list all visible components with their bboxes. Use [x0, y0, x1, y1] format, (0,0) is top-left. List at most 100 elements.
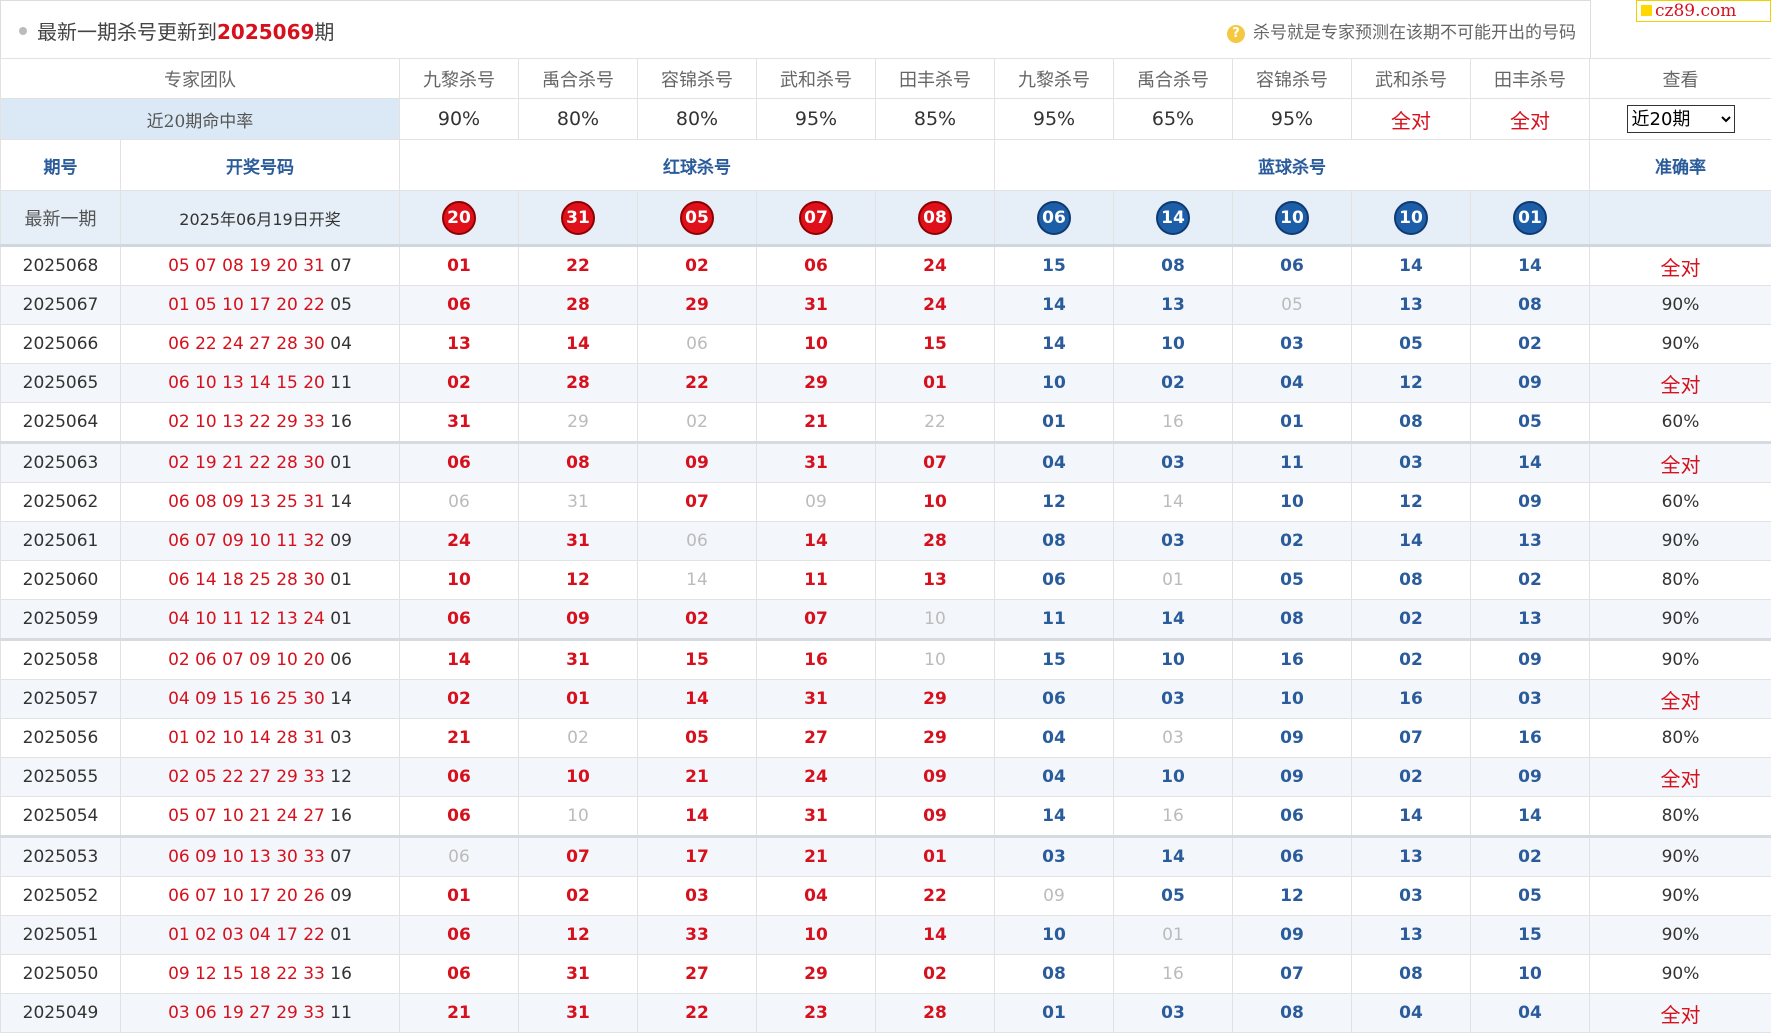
draw-blue-number: 07 — [330, 847, 352, 867]
red-kill-number: 09 — [518, 599, 638, 640]
red-kill-number: 31 — [756, 679, 876, 719]
blue-kill-number: 03 — [1113, 718, 1233, 758]
red-kill-number: 21 — [399, 718, 519, 758]
expert-header: 武和杀号 — [756, 58, 876, 99]
red-kill-number: 06 — [399, 915, 519, 955]
draw-numbers: 02 06 07 09 10 20 06 — [120, 638, 400, 680]
red-kill-number: 16 — [756, 638, 876, 680]
latest-blue-kill: 14 — [1113, 190, 1233, 247]
blue-kill-number: 08 — [1351, 402, 1471, 443]
blue-kill-number: 16 — [1113, 954, 1233, 994]
draw-numbers: 04 09 15 16 25 30 14 — [120, 679, 400, 719]
draw-blue-number: 07 — [330, 256, 352, 276]
red-kill-number: 27 — [756, 718, 876, 758]
blue-kill-number: 03 — [1113, 521, 1233, 561]
blue-kill-number: 02 — [1351, 757, 1471, 797]
latest-red-kill: 31 — [518, 190, 638, 247]
draw-numbers: 01 05 10 17 20 22 05 — [120, 285, 400, 325]
red-kill-number: 10 — [756, 324, 876, 364]
table-row: 2025056 01 02 10 14 28 31 03 21 02 05 27 29 04 0… — [0, 718, 1771, 758]
red-kill-number: 31 — [518, 638, 638, 680]
accuracy-value: 全对 — [1589, 363, 1771, 403]
blue-kill-number: 15 — [994, 245, 1114, 286]
blue-kill-number: 14 — [1113, 482, 1233, 522]
blue-kill-number: 10 — [994, 915, 1114, 955]
blue-kill-number: 09 — [994, 876, 1114, 916]
table-row: 2025060 06 14 18 25 28 30 01 10 12 14 11 13 06 0… — [0, 560, 1771, 600]
site-logo[interactable]: cz89.com — [1636, 0, 1771, 22]
red-kill-number: 22 — [637, 363, 757, 403]
blue-kill-number: 03 — [1113, 993, 1233, 1033]
blue-kill-number: 09 — [1232, 718, 1352, 758]
issue-number: 2025051 — [0, 915, 121, 955]
blue-kill-number: 10 — [1113, 757, 1233, 797]
draw-blue-number: 16 — [330, 806, 352, 826]
accuracy-value: 90% — [1589, 285, 1771, 325]
draw-numbers: 03 06 19 27 29 33 11 — [120, 993, 400, 1033]
issue-number: 2025065 — [0, 363, 121, 403]
blue-kill-number: 10 — [1232, 679, 1352, 719]
draw-blue-number: 01 — [330, 453, 352, 473]
blue-ball: 14 — [1156, 200, 1190, 235]
latest-blue-kill: 10 — [1351, 190, 1471, 247]
draw-blue-number: 16 — [330, 412, 352, 432]
draw-red-numbers: 06 07 09 10 11 32 — [168, 531, 325, 551]
issue-number: 2025061 — [0, 521, 121, 561]
draw-numbers: 06 08 09 13 25 31 14 — [120, 482, 400, 522]
blue-kill-number: 05 — [1351, 324, 1471, 364]
blue-kill-number: 14 — [994, 285, 1114, 325]
question-icon: ? — [1227, 25, 1245, 43]
expert-header: 田丰杀号 — [1470, 58, 1590, 99]
draw-blue-number: 14 — [330, 689, 352, 709]
accuracy-value: 全对 — [1589, 441, 1771, 483]
blue-ball: 10 — [1394, 200, 1428, 235]
red-kill-number: 31 — [518, 954, 638, 994]
red-kill-number: 10 — [875, 482, 995, 522]
red-kill-number: 10 — [875, 638, 995, 680]
red-kill-number: 03 — [637, 876, 757, 916]
blue-kill-number: 13 — [1351, 835, 1471, 877]
red-kill-number: 29 — [756, 363, 876, 403]
draw-blue-number: 09 — [330, 531, 352, 551]
red-ball: 08 — [918, 200, 952, 235]
blue-kill-number: 16 — [1470, 718, 1590, 758]
blue-kill-number: 14 — [1351, 796, 1471, 837]
draw-blue-number: 03 — [330, 728, 352, 748]
draw-red-numbers: 06 09 10 13 30 33 — [168, 847, 325, 867]
draw-red-numbers: 02 19 21 22 28 30 — [168, 453, 325, 473]
blue-kill-number: 06 — [994, 679, 1114, 719]
red-kill-number: 02 — [637, 245, 757, 286]
red-kill-number: 10 — [399, 560, 519, 600]
blue-kill-number: 16 — [1113, 796, 1233, 837]
blue-kill-number: 09 — [1470, 482, 1590, 522]
blue-kill-number: 14 — [1113, 835, 1233, 877]
latest-accuracy — [1589, 190, 1771, 247]
blue-kill-number: 06 — [1232, 835, 1352, 877]
draw-red-numbers: 03 06 19 27 29 33 — [168, 1003, 325, 1023]
draw-blue-number: 11 — [330, 373, 352, 393]
expert-header: 容锦杀号 — [1232, 58, 1352, 99]
blue-ball: 06 — [1037, 200, 1071, 235]
blue-kill-number: 09 — [1232, 757, 1352, 797]
red-kill-number: 17 — [637, 835, 757, 877]
red-kill-number: 01 — [399, 245, 519, 286]
blue-kill-number: 03 — [1113, 679, 1233, 719]
red-kill-number: 06 — [399, 441, 519, 483]
blue-kill-number: 16 — [1113, 402, 1233, 443]
draw-blue-number: 06 — [330, 650, 352, 670]
blue-kill-number: 15 — [994, 638, 1114, 680]
draw-red-numbers: 06 14 18 25 28 30 — [168, 570, 325, 590]
blue-kill-number: 10 — [1470, 954, 1590, 994]
accuracy-value: 90% — [1589, 599, 1771, 640]
blue-kill-number: 08 — [1470, 285, 1590, 325]
blue-kill-number: 04 — [994, 441, 1114, 483]
period-select[interactable]: 近20期 — [1626, 105, 1735, 133]
blue-kill-number: 14 — [1351, 521, 1471, 561]
rate-label: 近20期命中率 — [0, 98, 400, 140]
blue-kill-number: 10 — [994, 363, 1114, 403]
blue-kill-number: 01 — [1232, 402, 1352, 443]
red-kill-number: 22 — [518, 245, 638, 286]
draw-numbers: 06 10 13 14 15 20 11 — [120, 363, 400, 403]
hit-rate: 85% — [875, 98, 995, 140]
